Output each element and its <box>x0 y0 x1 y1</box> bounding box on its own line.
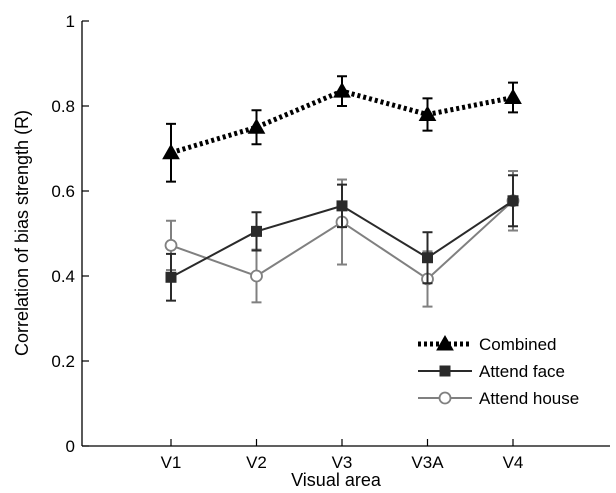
data-point <box>165 271 177 283</box>
x-tick-label: V1 <box>161 453 182 472</box>
data-point <box>333 82 351 98</box>
legend-marker <box>439 365 451 377</box>
legend-label: Attend face <box>479 362 565 381</box>
data-point <box>422 252 433 264</box>
legend-marker <box>436 334 454 351</box>
data-point <box>418 105 437 121</box>
data-point <box>250 269 263 283</box>
x-tick-label: V3 <box>332 453 353 472</box>
series-attend-face <box>165 174 519 302</box>
legend: Combined Attend face Attend house <box>418 334 579 408</box>
data-point <box>247 118 266 134</box>
data-point <box>336 200 348 212</box>
y-tick-label: 0.8 <box>51 97 75 116</box>
data-point <box>504 88 522 104</box>
x-tick-label: V4 <box>503 453 524 472</box>
axes: 0 0.2 0.4 0.6 0.8 1 V1 V2 V3 V3A V4 <box>51 12 610 472</box>
legend-label: Attend house <box>479 389 579 408</box>
data-point <box>507 195 519 207</box>
legend-entry-attend-face: Attend face <box>418 362 565 381</box>
y-tick-label: 0.4 <box>51 267 75 286</box>
data-point <box>162 143 180 160</box>
series-combined <box>162 75 522 183</box>
y-tick-label: 0 <box>66 437 75 456</box>
legend-marker <box>438 391 452 405</box>
y-tick-label: 1 <box>66 12 75 31</box>
y-axis-label: Correlation of bias strength (R) <box>12 110 32 356</box>
x-axis-label: Visual area <box>291 470 382 490</box>
legend-label: Combined <box>479 335 557 354</box>
data-point <box>164 238 178 252</box>
y-tick-label: 0.6 <box>51 182 75 201</box>
series-layer <box>162 75 522 308</box>
legend-entry-combined: Combined <box>418 334 557 354</box>
x-tick-label: V3A <box>411 453 444 472</box>
x-tick-label: V2 <box>246 453 267 472</box>
y-tick-label: 0.2 <box>51 352 75 371</box>
legend-entry-attend-house: Attend house <box>418 389 579 408</box>
data-point <box>251 225 262 237</box>
